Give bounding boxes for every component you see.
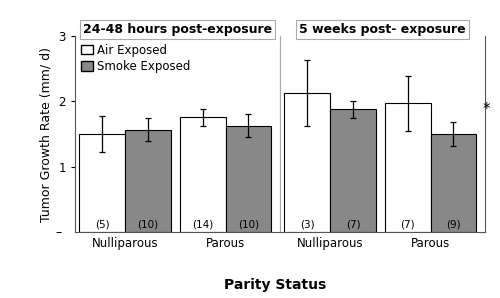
Y-axis label: Tumor Growth Rate (mm/ d): Tumor Growth Rate (mm/ d) bbox=[40, 46, 53, 222]
Bar bbox=[80, 134, 125, 232]
Text: *: * bbox=[482, 102, 490, 117]
Bar bbox=[430, 134, 476, 232]
Text: Parity Status: Parity Status bbox=[224, 278, 326, 292]
Text: (10): (10) bbox=[138, 220, 158, 230]
Text: (5): (5) bbox=[95, 220, 110, 230]
Text: (9): (9) bbox=[446, 220, 461, 230]
Title: 24-48 hours post-exposure: 24-48 hours post-exposure bbox=[83, 23, 272, 36]
Bar bbox=[180, 117, 226, 232]
Title: 5 weeks post- exposure: 5 weeks post- exposure bbox=[299, 23, 466, 36]
Text: (14): (14) bbox=[192, 220, 213, 230]
Bar bbox=[330, 109, 376, 232]
Bar bbox=[125, 130, 171, 232]
Text: –: – bbox=[56, 226, 62, 239]
Legend: Air Exposed, Smoke Exposed: Air Exposed, Smoke Exposed bbox=[81, 44, 191, 73]
Text: (7): (7) bbox=[400, 220, 415, 230]
Text: (10): (10) bbox=[238, 220, 259, 230]
Bar bbox=[226, 125, 272, 232]
Bar bbox=[384, 103, 430, 232]
Text: (7): (7) bbox=[346, 220, 360, 230]
Text: (3): (3) bbox=[300, 220, 314, 230]
Bar bbox=[284, 93, 330, 232]
